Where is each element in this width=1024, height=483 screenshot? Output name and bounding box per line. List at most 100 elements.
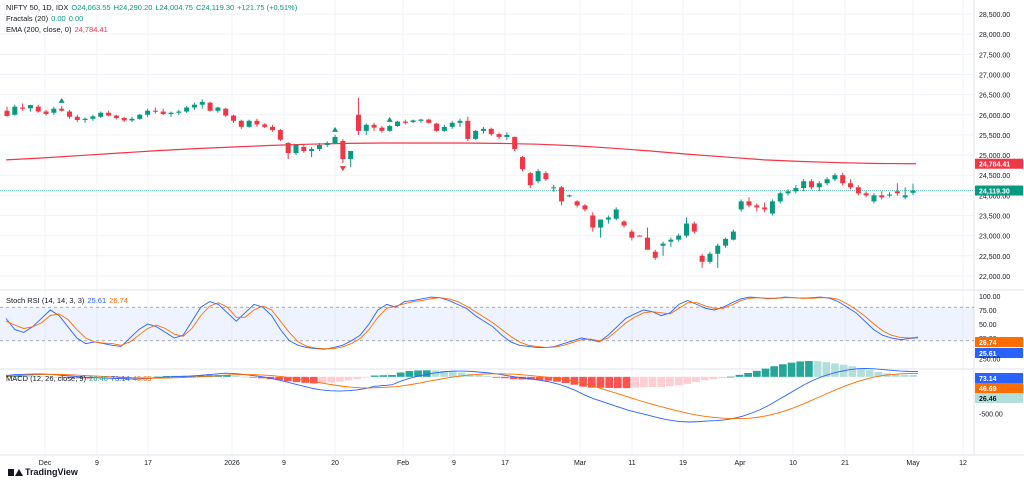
candle-body xyxy=(4,110,10,116)
fractal-up-marker xyxy=(332,126,339,132)
ema-label: EMA (200, close, 0) xyxy=(6,25,72,34)
candle-body xyxy=(684,223,689,236)
candle-body xyxy=(301,146,307,152)
candle-body xyxy=(887,194,893,196)
macd-histogram-bar xyxy=(553,376,561,382)
tradingview-logo-icon xyxy=(8,468,23,477)
fractals-down-value: 0.00 xyxy=(68,14,84,23)
candle-body xyxy=(512,136,518,150)
time-tick-label: 9 xyxy=(282,460,286,467)
macd-histogram-bar xyxy=(831,363,839,377)
macd-histogram-bar xyxy=(318,376,327,384)
macd-histogram-bar xyxy=(900,374,909,377)
candles[interactable] xyxy=(4,97,916,268)
fractal-up-marker xyxy=(386,116,393,122)
candle-body xyxy=(519,157,525,170)
candle-body xyxy=(816,183,822,188)
macd-histogram-bar xyxy=(527,376,535,380)
price-tick-label: 25,500.00 xyxy=(979,133,1010,140)
stoch-rsi-d-line xyxy=(5,297,919,350)
stoch-rsi-d-price-label-bg xyxy=(975,337,1023,347)
time-axis[interactable]: Dec 9 17 2026 9 20 Feb 9 17 Mar 11 19 Apr 10 21 May 12 xyxy=(39,460,967,467)
candle-body xyxy=(371,124,377,128)
macd-histogram-bar xyxy=(492,376,501,378)
candle-body xyxy=(723,238,729,246)
macd-histogram-bar xyxy=(796,361,805,377)
macd-histogram-bar xyxy=(822,362,831,377)
candle-body xyxy=(238,120,244,127)
macd-histogram-bar xyxy=(136,376,144,378)
rsi-tick-label: 75.00 xyxy=(979,308,997,315)
candle-body xyxy=(746,201,752,206)
fractals-legend[interactable]: Fractals (20) 0.00 0.00 xyxy=(6,14,86,23)
candle-body xyxy=(316,144,322,150)
stoch-rsi-legend[interactable]: Stoch RSI (14, 14, 3, 3) 25.61 26.74 xyxy=(6,296,131,305)
candle-body xyxy=(769,201,775,214)
macd-histogram-bar xyxy=(857,368,865,377)
candle-body xyxy=(699,255,705,262)
macd-histogram-bar xyxy=(440,370,448,377)
macd-histogram-bar xyxy=(509,376,518,380)
macd-histogram-bar xyxy=(344,376,353,381)
macd-histogram-bar xyxy=(275,376,283,381)
candle-body xyxy=(340,140,346,160)
price-tick-label: 28,500.00 xyxy=(979,12,1010,19)
fractal-down-marker xyxy=(339,166,346,172)
macd-hist-value: 26.46 xyxy=(89,374,108,383)
stoch-rsi-pane[interactable] xyxy=(0,296,974,350)
macd-histogram-bar xyxy=(431,370,440,377)
macd-histogram-bar xyxy=(14,375,23,377)
price-axis[interactable]: 28,500.00 28,000.00 27,500.00 27,000.00 26,5… xyxy=(975,12,1023,418)
candle-body xyxy=(90,116,96,119)
ema-legend[interactable]: EMA (200, close, 0) 24,784.41 xyxy=(6,25,111,34)
candle-body xyxy=(184,107,190,112)
stoch-rsi-d-price-label: 26.74 xyxy=(979,340,997,347)
candle-body xyxy=(215,107,221,111)
ema-line xyxy=(0,142,974,191)
price-tick-label: 24,500.00 xyxy=(979,173,1010,180)
macd-histogram-bar xyxy=(501,376,509,379)
macd-histogram-bar xyxy=(379,375,388,377)
candle-body xyxy=(121,117,127,121)
macd-histogram-bar xyxy=(587,376,596,388)
macd-tick-label: -500.00 xyxy=(979,411,1003,418)
candle-body xyxy=(543,173,549,180)
macd-histogram-bar xyxy=(162,376,171,377)
macd-histogram-bar xyxy=(735,374,744,377)
candle-body xyxy=(332,136,338,143)
price-tick-label: 25,000.00 xyxy=(979,153,1010,160)
candle-body xyxy=(605,217,611,220)
candle-body xyxy=(793,188,799,192)
time-tick-label: Apr xyxy=(735,460,747,467)
macd-legend[interactable]: MACD (12, 26, close, 9) 26.46 73.14 46.69 xyxy=(6,374,154,383)
macd-histogram-bar xyxy=(596,376,605,388)
price-tick-label: 26,000.00 xyxy=(979,113,1010,120)
time-tick-label: 9 xyxy=(452,460,456,467)
candle-body xyxy=(535,171,541,182)
candle-body xyxy=(754,205,760,208)
symbol-title[interactable]: NIFTY 50, 1D, IDX xyxy=(6,3,69,12)
open-value: O24,063.55 xyxy=(71,3,111,12)
candle-body xyxy=(566,195,572,197)
price-tick-label: 24,000.00 xyxy=(979,193,1010,200)
candle-body xyxy=(410,120,416,123)
macd-pane[interactable] xyxy=(5,360,919,423)
macd-histogram-bar xyxy=(674,376,683,386)
candle-body xyxy=(637,235,643,237)
macd-histogram-bar xyxy=(249,376,257,378)
candle-body xyxy=(20,107,26,109)
candle-body xyxy=(355,114,361,131)
macd-histogram-bar xyxy=(283,376,292,382)
candle-body xyxy=(676,235,682,240)
time-tick-label: 19 xyxy=(679,460,687,467)
candle-body xyxy=(395,121,401,127)
candle-body xyxy=(66,111,72,117)
candle-body xyxy=(488,128,494,135)
candle-body xyxy=(840,175,846,184)
candle-body xyxy=(270,126,276,131)
low-value: L24,004.75 xyxy=(155,3,193,12)
tradingview-brand[interactable]: TradingView xyxy=(8,467,78,477)
macd-histogram-bar xyxy=(336,376,344,382)
macd-histogram-bar xyxy=(362,376,370,378)
